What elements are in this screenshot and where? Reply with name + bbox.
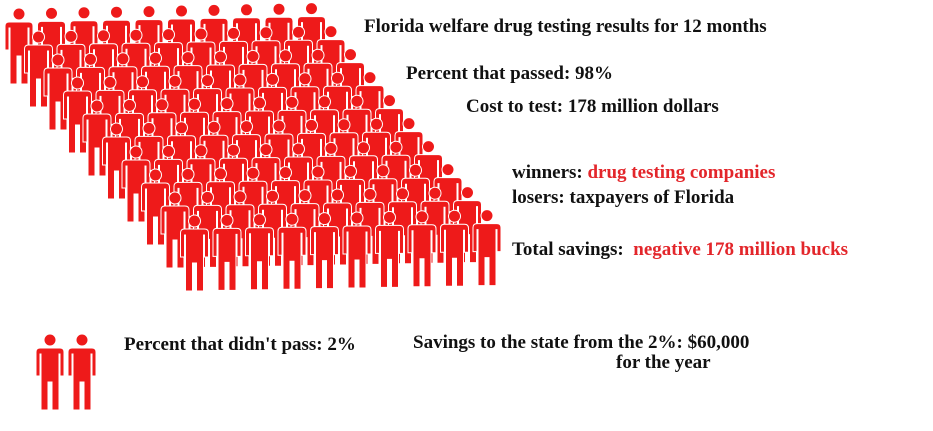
person-icon [245,213,274,291]
state-savings-line2: for the year [616,352,711,373]
person-icon [407,210,437,288]
person-icon [180,214,209,292]
person-icon [375,210,404,288]
infographic-title: Florida welfare drug testing results for… [364,16,767,37]
savings-value: negative 178 million bucks [633,239,849,260]
cost-to-test: Cost to test: 178 million dollars [466,96,719,117]
winners-label: winners: [512,162,583,183]
savings-label: Total savings: [512,239,624,260]
state-savings-line1: Savings to the state from the 2%: $60,00… [413,332,750,353]
total-savings-line: Total savings: negative 178 million buck… [512,239,848,261]
percent-failed: Percent that didn't pass: 2% [124,334,356,355]
person-icon [472,209,502,287]
crowd-of-passed-people [4,2,502,292]
losers-line: losers: taxpayers of Florida [512,187,735,208]
person-icon [310,212,339,290]
person-icon [35,333,65,410]
person-icon [342,211,372,289]
percent-passed: Percent that passed: 98% [406,63,614,84]
people-who-failed [35,333,97,410]
winners-value: drug testing companies [587,162,776,183]
person-icon [67,333,97,410]
person-icon [277,212,307,290]
person-icon [440,209,469,287]
winners-line: winners: drug testing companies [512,162,775,184]
person-icon [212,213,242,291]
